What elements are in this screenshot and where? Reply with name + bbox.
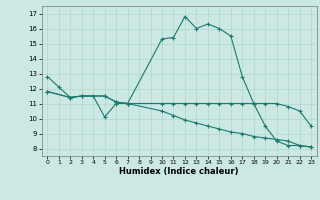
X-axis label: Humidex (Indice chaleur): Humidex (Indice chaleur) <box>119 167 239 176</box>
